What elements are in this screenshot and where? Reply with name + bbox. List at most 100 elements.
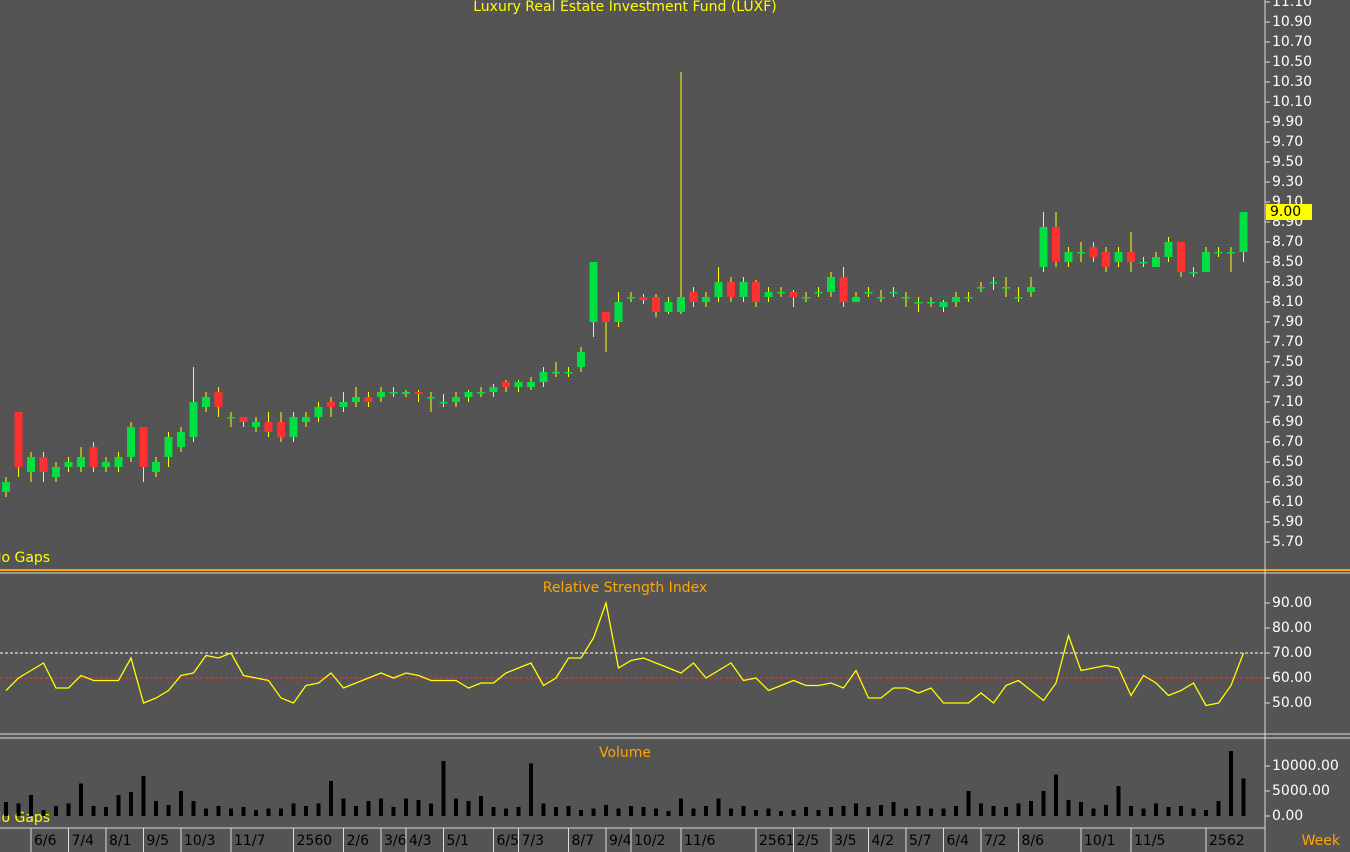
volume-bar xyxy=(1166,807,1171,816)
candle-body xyxy=(52,467,60,477)
candle-body xyxy=(1114,252,1123,262)
volume-bar xyxy=(629,806,633,816)
volume-bar xyxy=(1179,806,1183,816)
y-tick-label: 10.90 xyxy=(1272,14,1312,30)
candle-body xyxy=(327,402,335,407)
volume-bar xyxy=(191,801,196,816)
x-tick-label: 2561 xyxy=(759,833,795,849)
candle-body xyxy=(2,482,10,492)
y-tick-label: 9.90 xyxy=(1272,114,1303,130)
candle-body xyxy=(752,282,760,302)
x-tick-label: 8/6 xyxy=(1022,833,1045,849)
volume-bar xyxy=(1004,807,1008,816)
candle-body xyxy=(1164,242,1173,257)
volume-bar xyxy=(841,806,846,816)
x-tick-label: 6/4 xyxy=(947,833,970,849)
volume-bar xyxy=(1091,808,1096,816)
x-tick-label: 8/1 xyxy=(109,833,132,849)
x-tick-label: 7/2 xyxy=(984,833,1007,849)
candle-body xyxy=(89,447,98,467)
volume-bar xyxy=(1016,803,1021,816)
x-tick-label: 11/7 xyxy=(234,833,265,849)
x-tick-label: 10/3 xyxy=(184,833,215,849)
volume-bar xyxy=(541,803,546,816)
candle-body xyxy=(14,412,23,467)
candle-body xyxy=(989,282,998,284)
candle-body xyxy=(714,282,723,297)
panel-title: Volume xyxy=(599,745,651,761)
volume-bar xyxy=(904,808,908,816)
volume-bar xyxy=(154,801,158,816)
candle-body xyxy=(527,382,535,387)
volume-bar xyxy=(1054,774,1058,816)
candle-body xyxy=(1177,242,1185,272)
volume-bar xyxy=(741,806,746,816)
candle-body xyxy=(614,302,623,322)
candle-body xyxy=(789,292,798,297)
candle-body xyxy=(114,457,123,467)
volume-bar xyxy=(1129,806,1133,816)
volume-bar xyxy=(879,805,883,816)
volume-bar xyxy=(654,808,658,816)
y-tick-label: 5.90 xyxy=(1272,514,1303,530)
annotation: No Gaps xyxy=(0,810,50,826)
volume-bar xyxy=(616,808,621,816)
volume-bar xyxy=(241,807,246,816)
volume-bar xyxy=(529,763,533,816)
volume-bar xyxy=(854,803,858,816)
candle-body xyxy=(1152,257,1160,267)
candle-body xyxy=(1127,252,1135,262)
x-tick-label: 6/6 xyxy=(34,833,57,849)
volume-bar xyxy=(954,806,958,816)
candle-body xyxy=(1039,227,1048,267)
volume-bar xyxy=(116,795,121,816)
candle-body xyxy=(952,297,960,302)
volume-bar xyxy=(1141,808,1146,816)
volume-bar xyxy=(754,810,758,816)
x-axis-label: Week xyxy=(1302,833,1341,849)
y-tick-label: 10000.00 xyxy=(1272,758,1339,774)
volume-bar xyxy=(604,805,608,816)
y-tick-label: 5.70 xyxy=(1272,534,1303,550)
y-tick-label: 9.30 xyxy=(1272,174,1303,190)
volume-bar xyxy=(829,807,833,816)
volume-bar xyxy=(1116,786,1121,816)
volume-bar xyxy=(566,806,571,816)
volume-bar xyxy=(441,761,446,816)
candle-body xyxy=(1227,252,1235,254)
candle-body xyxy=(1202,252,1210,272)
candle-body xyxy=(364,397,373,402)
candle-body xyxy=(564,372,573,374)
volume-bar xyxy=(291,803,296,816)
candle-body xyxy=(239,417,248,422)
candle-body xyxy=(639,297,648,300)
volume-bar xyxy=(791,810,796,816)
candle-body xyxy=(877,297,885,299)
x-tick-label: 3/6 xyxy=(384,833,407,849)
volume-bar xyxy=(41,810,46,816)
volume-bar xyxy=(229,808,233,816)
candle-body xyxy=(477,392,485,394)
candle-body xyxy=(902,297,910,299)
candle-body xyxy=(214,392,223,407)
y-tick-label: 7.30 xyxy=(1272,374,1303,390)
candle-body xyxy=(577,352,585,367)
volume-bar xyxy=(1029,801,1033,816)
volume-bar xyxy=(179,791,183,816)
x-tick-label: 10/2 xyxy=(634,833,665,849)
x-tick-label: 9/4 xyxy=(609,833,632,849)
candle-body xyxy=(277,422,285,437)
volume-bar xyxy=(866,807,871,816)
candle-body xyxy=(164,437,173,457)
candle-body xyxy=(1077,252,1085,254)
volume-bar xyxy=(916,806,921,816)
x-tick-label: 4/3 xyxy=(409,833,432,849)
volume-bar xyxy=(816,810,821,816)
candle-body xyxy=(777,292,785,294)
candle-body xyxy=(839,277,848,302)
volume-bar xyxy=(466,801,471,816)
candle-body xyxy=(377,392,385,397)
y-tick-label: 10.50 xyxy=(1272,54,1312,70)
y-tick-label: 7.10 xyxy=(1272,394,1303,410)
